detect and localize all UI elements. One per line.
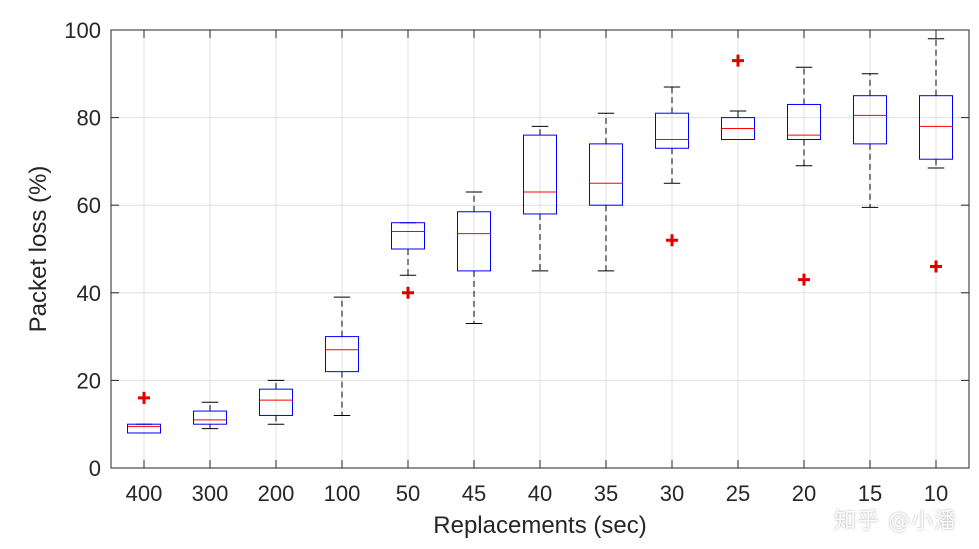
- x-axis-title: Replacements (sec): [433, 512, 646, 539]
- box-group-25: [721, 54, 755, 140]
- iqr-box: [919, 95, 953, 160]
- iqr-box: [259, 388, 293, 416]
- iqr-box: [523, 134, 557, 215]
- x-tick-label: 45: [462, 481, 486, 506]
- box-group-30: [655, 86, 689, 247]
- box-group-300: [193, 401, 227, 430]
- box-group-50: [391, 222, 425, 299]
- x-tick-label: 300: [192, 481, 229, 506]
- box-group-45: [457, 191, 491, 324]
- box-group-40: [523, 125, 557, 272]
- x-tick-label: 50: [396, 481, 420, 506]
- outlier-marker: [138, 391, 150, 404]
- y-tick-label: 100: [64, 18, 101, 43]
- x-tick-label: 100: [324, 481, 361, 506]
- iqr-box: [193, 410, 227, 425]
- iqr-box: [589, 143, 623, 206]
- iqr-box: [655, 112, 689, 149]
- iqr-box: [325, 336, 359, 373]
- outlier-marker: [666, 234, 678, 247]
- y-tick-label: 80: [77, 106, 101, 131]
- outlier-marker: [930, 260, 942, 273]
- x-tick-label: 10: [924, 481, 948, 506]
- axes: 0 20 40 60 80 100 400 300 200 100 50 45 40 35 30 25 20 15…: [64, 18, 970, 506]
- y-tick-label: 20: [77, 368, 101, 393]
- iqr-box: [391, 222, 425, 250]
- box-group-200: [259, 379, 293, 425]
- box-series: [127, 38, 953, 434]
- box-group-400: [127, 391, 161, 434]
- y-tick-label: 40: [77, 281, 101, 306]
- box-group-100: [325, 296, 359, 416]
- x-tick-label: 15: [858, 481, 882, 506]
- iqr-box: [853, 95, 887, 145]
- outlier-marker: [798, 273, 810, 286]
- x-tick-label: 20: [792, 481, 816, 506]
- box-group-10: [919, 38, 953, 273]
- outlier-marker: [732, 54, 744, 67]
- watermark: 知乎 @小潘: [834, 509, 957, 534]
- x-tick-label: 35: [594, 481, 618, 506]
- x-tick-label: 40: [528, 481, 552, 506]
- x-tick-label: 30: [660, 481, 684, 506]
- x-tick-label: 25: [726, 481, 750, 506]
- iqr-box: [127, 423, 161, 434]
- iqr-box: [787, 103, 821, 140]
- y-tick-label: 0: [89, 456, 101, 481]
- x-tick-label: 400: [126, 481, 163, 506]
- box-group-35: [589, 112, 623, 272]
- y-tick-label: 60: [77, 193, 101, 218]
- iqr-box: [457, 211, 491, 272]
- x-tick-label: 200: [258, 481, 295, 506]
- box-group-15: [853, 73, 887, 208]
- outlier-marker: [402, 286, 414, 299]
- y-axis-title: Packet loss (%): [25, 166, 52, 333]
- box-group-20: [787, 66, 821, 286]
